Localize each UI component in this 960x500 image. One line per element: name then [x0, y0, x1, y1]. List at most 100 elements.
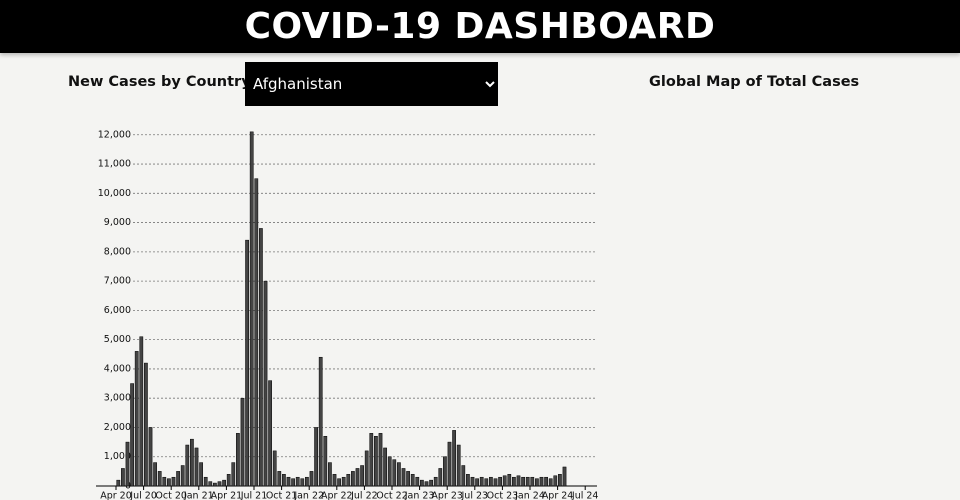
bar	[295, 476, 300, 487]
bar	[305, 476, 309, 487]
x-tick-label: Jul 22	[350, 491, 378, 500]
bar	[535, 478, 539, 487]
bar	[364, 450, 369, 487]
bar	[240, 397, 245, 487]
bar	[203, 476, 208, 487]
bar	[525, 476, 530, 487]
bar	[167, 478, 171, 487]
bar	[208, 481, 213, 487]
bar	[176, 471, 180, 487]
bar	[530, 476, 535, 487]
y-tick-label: 4,000	[104, 363, 131, 374]
bar	[443, 456, 447, 487]
x-tick-label: Jul 23	[461, 491, 489, 500]
bar	[489, 476, 493, 487]
country-select[interactable]: Afghanistan	[245, 62, 498, 106]
y-tick-label: 8,000	[104, 246, 131, 257]
bar	[328, 462, 332, 487]
bar	[507, 474, 512, 487]
y-tick-label: 10,000	[98, 188, 131, 199]
x-tick-label: Apr 22	[321, 491, 353, 500]
bar	[406, 471, 410, 487]
bar	[249, 131, 254, 487]
bar	[452, 430, 456, 487]
y-tick-label: 3,000	[104, 393, 131, 404]
bar	[346, 474, 351, 487]
bar	[121, 468, 125, 487]
bar	[148, 427, 153, 487]
x-tick-label: Jul 24	[571, 491, 599, 500]
bar	[456, 444, 461, 487]
bar	[282, 474, 286, 487]
bar	[498, 476, 502, 487]
bar	[116, 479, 121, 487]
bar	[162, 476, 167, 487]
bar	[125, 441, 130, 487]
bar	[548, 478, 553, 487]
bar	[268, 380, 272, 487]
bar	[553, 475, 558, 487]
country-label: New Cases by Country	[68, 74, 251, 90]
x-tick-label: Jul 21	[240, 491, 268, 500]
bar	[466, 474, 470, 487]
x-tick-label: Oct 21	[266, 491, 298, 500]
bar	[433, 476, 438, 487]
x-tick-label: Apr 20	[100, 491, 132, 500]
y-tick-label: 7,000	[104, 276, 131, 287]
bar	[516, 475, 521, 487]
bar	[447, 441, 452, 487]
y-tick-label: 5,000	[104, 334, 131, 345]
bar	[272, 450, 277, 487]
bar	[521, 476, 525, 487]
x-tick-label: Apr 21	[211, 491, 243, 500]
bar	[410, 474, 415, 487]
bar	[286, 476, 291, 487]
bar	[337, 478, 341, 487]
bar	[387, 456, 392, 487]
bar	[397, 462, 401, 487]
bar	[332, 474, 337, 487]
bar	[438, 468, 443, 487]
y-tick-label: 9,000	[104, 217, 131, 228]
bar	[544, 476, 548, 487]
bar	[374, 435, 378, 487]
bar	[157, 471, 162, 487]
y-tick-label: 12,000	[98, 129, 131, 140]
bar	[153, 462, 157, 487]
bar	[475, 478, 479, 487]
bar	[222, 479, 226, 487]
bar	[392, 459, 397, 487]
bar	[420, 479, 424, 487]
bar	[236, 433, 240, 487]
x-tick-label: Oct 22	[376, 491, 408, 500]
bar	[254, 178, 259, 487]
bar	[277, 471, 282, 487]
bar	[134, 351, 139, 487]
bar	[323, 435, 328, 487]
bar	[194, 447, 199, 487]
x-tick-label: Jan 22	[293, 491, 324, 500]
y-tick-label: 1,000	[104, 451, 131, 462]
bar	[355, 468, 360, 487]
bar	[259, 228, 263, 487]
bar	[139, 336, 144, 487]
bar	[383, 447, 387, 487]
bar	[479, 476, 484, 487]
y-tick-label: 6,000	[104, 305, 131, 316]
x-tick-label: Oct 23	[487, 491, 519, 500]
header-title: COVID-19 DASHBOARD	[0, 0, 960, 53]
bar	[291, 478, 295, 487]
bar	[461, 465, 466, 487]
bar	[415, 476, 420, 487]
bar	[378, 433, 383, 487]
bar	[484, 478, 489, 487]
y-tick-label: 2,000	[104, 422, 131, 433]
x-tick-label: Jan 23	[404, 491, 435, 500]
bar	[245, 239, 249, 487]
y-tick-label: 11,000	[98, 159, 131, 170]
bar	[185, 444, 190, 487]
bar	[369, 433, 374, 487]
bar	[314, 427, 318, 487]
bar	[429, 479, 433, 487]
